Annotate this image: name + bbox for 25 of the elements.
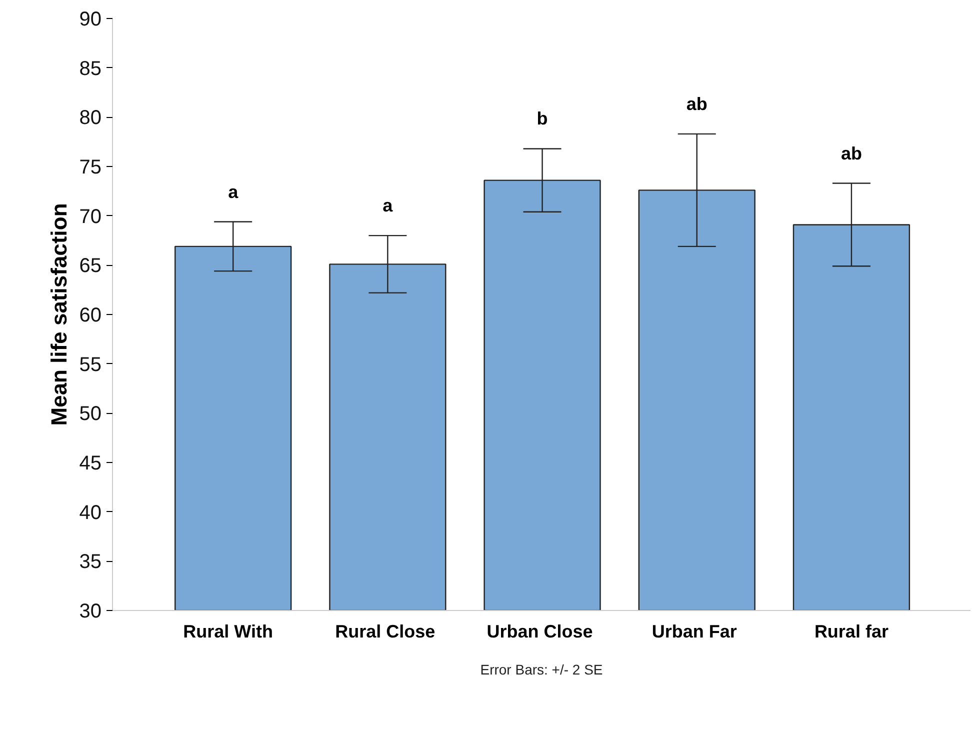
y-tick-label: 30 xyxy=(79,600,102,622)
y-tick-label: 55 xyxy=(79,354,102,376)
y-tick-label: 50 xyxy=(79,403,102,426)
y-tick-label: 65 xyxy=(79,255,102,278)
y-axis-title: Mean life satisfaction xyxy=(46,203,72,426)
y-tick-label: 70 xyxy=(79,206,102,228)
annotation: a xyxy=(382,196,394,216)
y-tick-label: 80 xyxy=(79,107,102,130)
annotation: a xyxy=(228,182,240,202)
y-tick-label: 75 xyxy=(79,156,102,178)
x-tick-label: Urban Close xyxy=(486,622,593,642)
x-tick-label: Urban Far xyxy=(652,622,737,642)
text: Error Bars: +/- 2 SE xyxy=(480,662,603,678)
annotation: b xyxy=(536,108,548,129)
y-tick-label: 45 xyxy=(79,452,102,474)
y-tick-label: 40 xyxy=(79,502,102,524)
y-tick-label: 85 xyxy=(79,58,102,80)
x-tick-label: Rural far xyxy=(814,622,888,642)
y-tick-label: 90 xyxy=(79,8,102,30)
x-tick-label: Rural With xyxy=(183,622,274,642)
annotation: ab xyxy=(840,143,862,164)
annotation: ab xyxy=(686,94,708,114)
y-tick-label: 35 xyxy=(79,551,102,574)
y-tick-label: 60 xyxy=(79,304,102,326)
x-tick-label: Rural Close xyxy=(335,622,436,642)
